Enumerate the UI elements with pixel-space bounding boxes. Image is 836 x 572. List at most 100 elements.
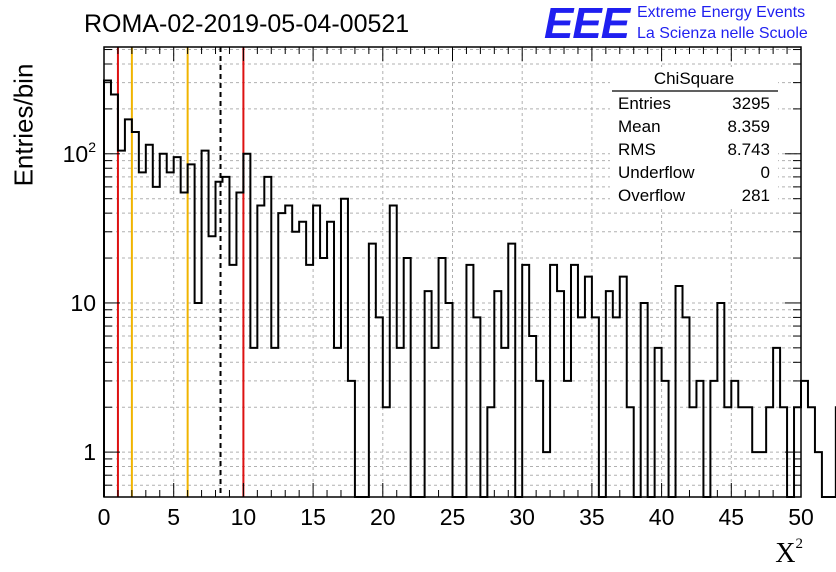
histogram-bin xyxy=(222,177,229,497)
histogram-bin xyxy=(236,193,243,497)
x-tick-label: 35 xyxy=(579,504,605,530)
histogram-bin xyxy=(613,317,620,497)
histogram-bin xyxy=(766,407,773,497)
x-tick-label: 10 xyxy=(231,504,257,530)
histogram-bin xyxy=(585,277,592,497)
histogram-bin xyxy=(738,407,745,497)
histogram-bin xyxy=(229,265,236,497)
x-tick-label: 20 xyxy=(370,504,396,530)
histogram-bin xyxy=(111,94,118,497)
x-tick-label: 5 xyxy=(167,504,180,530)
x-tick-label: 45 xyxy=(719,504,745,530)
histogram-bin xyxy=(383,407,390,497)
histogram-bin xyxy=(522,265,529,497)
histogram-bin xyxy=(397,348,404,497)
histogram-bin xyxy=(160,154,167,497)
y-tick-label: 1 xyxy=(83,439,96,465)
chart-plot: 0 5 10 15 20 25 30 35 40 45 50110102 ChiSquareEntr… xyxy=(0,0,836,572)
histogram-bin xyxy=(592,317,599,497)
histogram-bin xyxy=(627,407,634,497)
stats-value: 3295 xyxy=(732,94,770,113)
histogram-bin xyxy=(529,336,536,497)
stats-value: 8.359 xyxy=(727,117,770,136)
histogram-bin xyxy=(320,258,327,497)
histogram-bin xyxy=(390,206,397,497)
histogram-bin xyxy=(153,187,160,497)
stats-label: Entries xyxy=(618,94,671,113)
x-tick-label: 30 xyxy=(509,504,535,530)
y-tick-label: 102 xyxy=(63,139,97,167)
histogram-bin xyxy=(578,317,585,497)
histogram-bin xyxy=(146,145,153,497)
histogram-bin xyxy=(808,407,815,497)
histogram-bin xyxy=(745,407,752,497)
histogram-bin xyxy=(299,222,306,497)
histogram-bin xyxy=(202,151,209,497)
histogram-bin xyxy=(404,258,411,497)
histogram-bin xyxy=(243,154,250,497)
stats-value: 281 xyxy=(742,186,770,205)
histogram-bin xyxy=(536,381,543,497)
y-tick-label: 10 xyxy=(70,290,96,316)
stats-label: Overflow xyxy=(618,186,686,205)
histogram-bin xyxy=(494,291,501,497)
histogram-bin xyxy=(717,303,724,497)
histogram-bin xyxy=(689,407,696,497)
histogram-bin xyxy=(543,452,550,497)
histogram-bin xyxy=(118,151,125,497)
x-tick-label: 50 xyxy=(788,504,814,530)
histogram-bin xyxy=(425,291,432,497)
histogram-bin xyxy=(557,291,564,497)
histogram-bin xyxy=(432,348,439,497)
histogram-bin xyxy=(188,164,195,497)
histogram-bin xyxy=(655,348,662,497)
histogram-bin xyxy=(313,206,320,497)
histogram-bin xyxy=(606,291,613,497)
histogram-bin xyxy=(334,348,341,497)
histogram-bin xyxy=(209,236,216,497)
histogram-bin xyxy=(641,303,648,497)
histogram-bin xyxy=(801,381,808,497)
histogram-bin xyxy=(285,206,292,497)
histogram-bin xyxy=(696,381,703,497)
histogram-bin xyxy=(508,244,515,497)
histogram-bin xyxy=(139,172,146,497)
histogram-bin xyxy=(662,381,669,497)
histogram-bin xyxy=(181,193,188,497)
stats-label: RMS xyxy=(618,140,656,159)
histogram-bin xyxy=(369,244,376,497)
histogram-bin xyxy=(815,452,822,497)
histogram-bin xyxy=(501,348,508,497)
histogram-bin xyxy=(216,182,223,497)
histogram-bin xyxy=(571,265,578,497)
stats-value: 8.743 xyxy=(727,140,770,159)
histogram-bin xyxy=(195,303,202,497)
histogram-bin xyxy=(125,119,132,497)
histogram-bin xyxy=(348,381,355,497)
stats-label: Underflow xyxy=(618,163,695,182)
x-tick-label: 40 xyxy=(649,504,675,530)
stats-box: ChiSquareEntries 3295Mean 8.359RMS 8.743Und… xyxy=(610,67,778,207)
histogram-bin xyxy=(676,286,683,497)
histogram-bin xyxy=(564,381,571,497)
histogram-bin xyxy=(550,265,557,497)
histogram-bin xyxy=(376,317,383,497)
histogram-bin xyxy=(773,348,780,497)
histogram-bin xyxy=(446,303,453,497)
histogram-bin xyxy=(327,222,334,497)
histogram-bin xyxy=(257,206,264,497)
histogram-bin xyxy=(724,407,731,497)
x-tick-label: 25 xyxy=(440,504,466,530)
x-tick-label: 0 xyxy=(98,504,111,530)
histogram-bin xyxy=(752,452,759,497)
histogram-bin xyxy=(104,81,111,497)
histogram-bin xyxy=(759,452,766,497)
histogram-bin xyxy=(292,232,299,497)
histogram-bin xyxy=(341,199,348,497)
histogram-bin xyxy=(683,317,690,497)
stats-title: ChiSquare xyxy=(654,69,734,88)
histogram-bin xyxy=(473,317,480,497)
histogram-bin xyxy=(132,132,139,497)
histogram-bin xyxy=(167,172,174,497)
histogram-bin xyxy=(271,348,278,497)
